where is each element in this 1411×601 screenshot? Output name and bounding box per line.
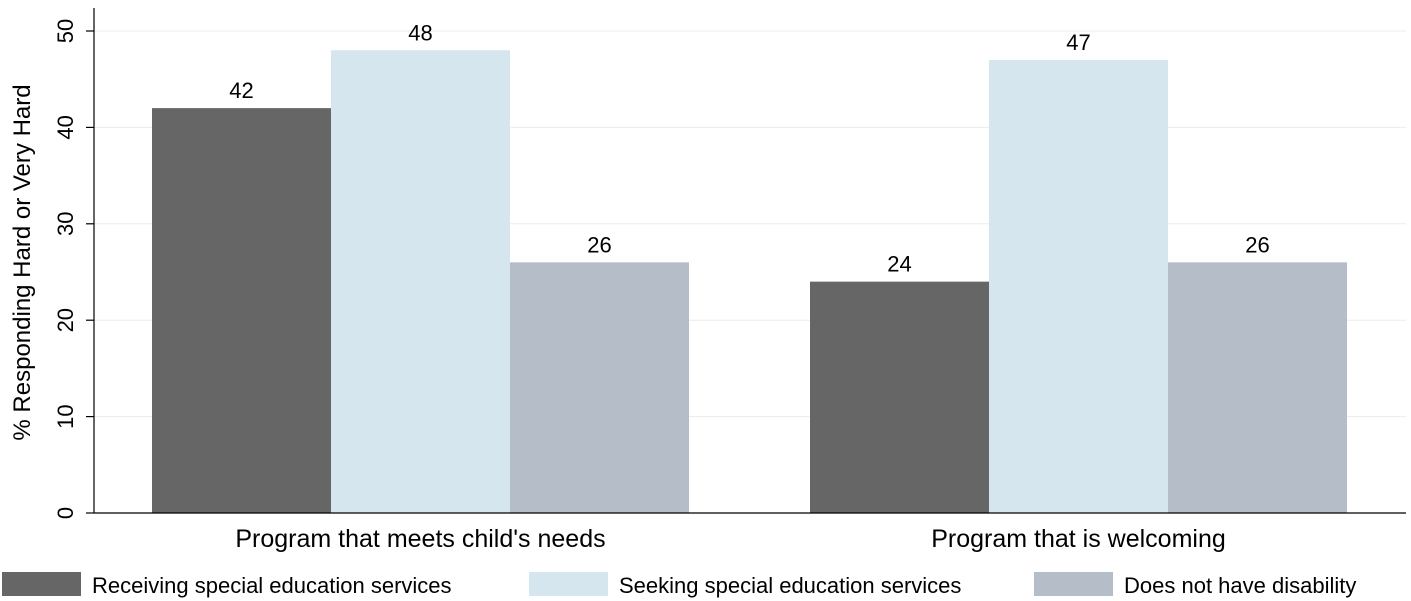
y-tick-label: 0 — [53, 507, 78, 519]
y-axis-title: % Responding Hard or Very Hard — [9, 84, 36, 440]
legend-label: Receiving special education services — [92, 573, 452, 598]
y-tick-label: 20 — [53, 308, 78, 332]
bar-value-label: 26 — [1245, 232, 1269, 257]
y-ticks: 0 10 20 30 40 50 — [53, 19, 94, 519]
x-category-label: Program that meets child's needs — [235, 525, 605, 553]
legend-swatch — [529, 572, 608, 596]
y-tick-label: 30 — [53, 212, 78, 236]
bar-value-label: 42 — [229, 78, 253, 103]
legend-label: Seeking special education services — [619, 573, 961, 598]
category-labels: Program that meets child's needs Program … — [235, 525, 1225, 553]
legend-label: Does not have disability — [1124, 573, 1356, 598]
axes — [93, 8, 1406, 514]
bar-value-label: 26 — [587, 232, 611, 257]
y-tick-label: 10 — [53, 404, 78, 428]
bar — [810, 281, 989, 513]
x-category-label: Program that is welcoming — [931, 525, 1226, 553]
bars — [152, 50, 1347, 514]
legend-swatch — [2, 572, 81, 596]
bar — [510, 262, 689, 513]
y-tick-label: 40 — [53, 115, 78, 139]
bar — [989, 59, 1168, 514]
bar-value-label: 47 — [1066, 30, 1090, 55]
data-labels: 42 48 26 24 47 26 — [229, 20, 1269, 276]
bar-value-label: 48 — [408, 20, 432, 45]
bar — [1168, 262, 1347, 513]
bar — [152, 108, 331, 514]
bar — [331, 50, 510, 513]
bar-value-label: 24 — [887, 252, 911, 277]
y-tick-label: 50 — [53, 19, 78, 43]
legend-swatch — [1034, 572, 1113, 596]
legend: Receiving special education services Seek… — [2, 572, 1356, 598]
